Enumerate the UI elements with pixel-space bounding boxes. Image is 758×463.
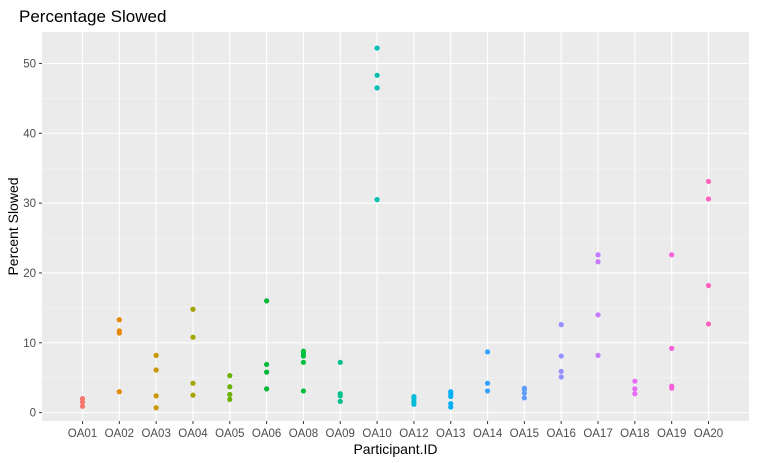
data-point	[337, 359, 343, 365]
data-point	[632, 378, 638, 384]
x-tick-label: OA03	[141, 428, 170, 440]
data-point	[411, 393, 417, 400]
data-point	[448, 389, 454, 395]
x-tick-label: OA08	[289, 428, 318, 440]
data-point	[521, 385, 527, 391]
x-tick-label: OA02	[105, 428, 134, 440]
x-tick-label: OA12	[399, 428, 428, 440]
data-point	[227, 373, 233, 379]
x-tick-label: OA19	[657, 428, 686, 440]
data-point	[558, 374, 564, 380]
data-point	[484, 380, 491, 386]
data-point	[705, 282, 712, 289]
data-point	[116, 328, 122, 334]
x-tick-label: OA18	[620, 428, 649, 440]
x-tick-label: OA13	[436, 428, 465, 440]
x-axis-title: Participant.ID	[353, 441, 437, 457]
data-point	[374, 85, 380, 91]
data-point	[227, 391, 233, 398]
data-point	[153, 367, 159, 373]
data-point	[558, 322, 564, 328]
data-point	[227, 384, 233, 390]
data-point	[669, 383, 675, 389]
data-point	[374, 197, 380, 203]
y-axis: 0 10 20 30 40 50	[23, 58, 42, 420]
data-point	[300, 359, 307, 365]
data-point	[595, 252, 601, 258]
y-tick-label: 20	[23, 268, 36, 280]
data-point	[558, 353, 564, 359]
x-tick-label: OA10	[362, 428, 391, 440]
data-point	[705, 196, 712, 202]
data-point	[669, 345, 675, 351]
data-point	[705, 178, 712, 185]
data-point	[632, 386, 638, 392]
y-tick-label: 0	[30, 408, 36, 420]
x-tick-label: OA14	[473, 428, 503, 440]
data-point	[484, 388, 491, 394]
data-point	[595, 259, 601, 265]
data-point	[264, 386, 270, 392]
data-point	[595, 312, 601, 318]
data-point	[448, 400, 454, 407]
data-point	[79, 403, 86, 409]
data-point	[595, 352, 601, 358]
data-point	[558, 368, 564, 375]
y-tick-label: 10	[23, 338, 36, 350]
y-axis-title: Percent Slowed	[5, 177, 21, 275]
data-point	[264, 369, 270, 375]
data-point	[705, 321, 712, 327]
data-point	[153, 352, 159, 358]
data-point	[227, 396, 233, 402]
y-tick-label: 30	[23, 198, 36, 210]
data-points	[79, 45, 712, 411]
data-point	[337, 391, 343, 397]
data-point	[374, 45, 380, 51]
plot-panel	[42, 32, 749, 421]
data-point	[669, 252, 675, 258]
x-tick-label: OA15	[510, 428, 539, 440]
data-point	[264, 361, 270, 368]
data-point	[190, 334, 196, 340]
y-tick-label: 40	[23, 128, 36, 140]
x-tick-label: OA16	[546, 428, 575, 440]
x-tick-label: OA06	[252, 428, 281, 440]
data-point	[264, 298, 270, 304]
x-axis: OA01 OA02 OA03 OA04 OA05 OA06 OA08 OA09 OA10 OA12…	[68, 421, 723, 440]
data-point	[153, 393, 159, 399]
data-point	[484, 349, 491, 355]
data-point	[190, 392, 196, 398]
data-point	[153, 405, 159, 411]
data-point	[116, 317, 122, 323]
x-tick-label: OA05	[215, 428, 244, 440]
data-point	[300, 388, 307, 394]
x-tick-label: OA09	[326, 428, 355, 440]
x-tick-label: OA20	[694, 428, 723, 440]
x-tick-label: OA01	[68, 428, 97, 440]
y-tick-label: 50	[23, 58, 36, 70]
data-point	[79, 396, 86, 402]
data-point	[116, 389, 122, 395]
data-point	[190, 306, 196, 312]
data-point	[190, 380, 196, 386]
chart-title: Percentage Slowed	[19, 7, 166, 26]
x-tick-label: OA17	[583, 428, 612, 440]
data-point	[300, 348, 307, 354]
data-point	[632, 391, 638, 397]
x-tick-label: OA04	[178, 428, 208, 440]
data-point	[521, 395, 527, 401]
data-point	[337, 398, 343, 405]
data-point	[374, 72, 380, 78]
